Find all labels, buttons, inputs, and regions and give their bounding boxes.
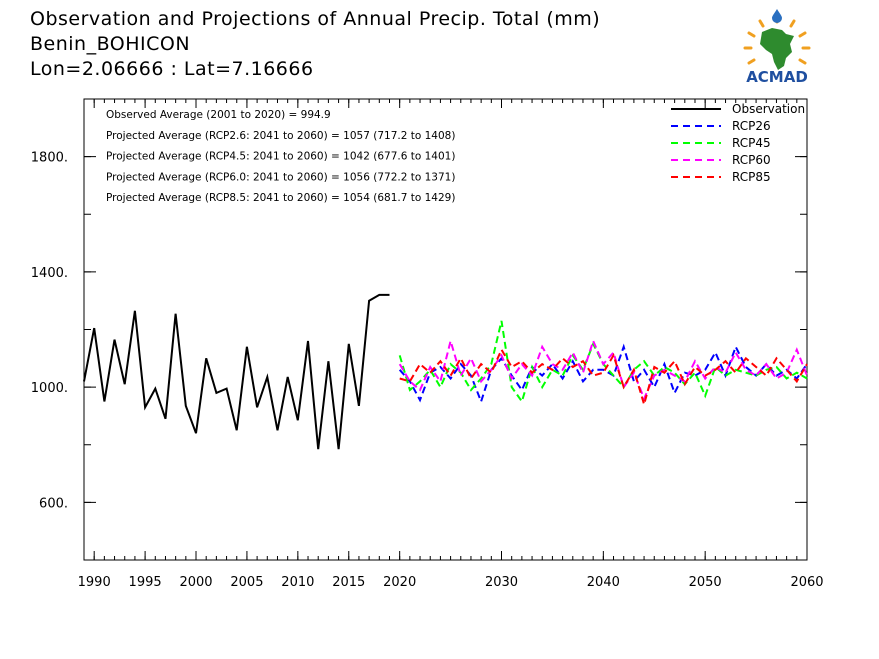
x-tick-label: 2000 [179,575,212,590]
x-tick-label: 1995 [129,575,162,590]
x-tick-label: 1990 [78,575,111,590]
series-line-rcp60 [398,337,808,402]
africa-sun-logo-icon: ACMAD [743,9,811,86]
legend-label: RCP26 [732,119,771,133]
series-layer [83,293,808,450]
y-tick-label: 600. [39,496,68,511]
legend: Observation RCP26 RCP45 RCP60 RCP85 [671,102,805,184]
series-line-rcp85 [399,347,808,409]
y-tick-label: 1000. [31,381,68,396]
africa-shape-icon [760,28,794,70]
y-tick-label: 1400. [31,266,68,281]
annotation-line: Projected Average (RCP6.0: 2041 to 2060)… [106,171,455,183]
station-name: Benin_BOHICON [30,33,191,55]
chart-title: Observation and Projections of Annual Pr… [30,8,601,30]
x-tick-label: 2015 [332,575,365,590]
water-drop-icon [772,9,782,23]
legend-label: RCP45 [732,136,771,150]
x-tick-label: 2010 [281,575,314,590]
x-tick-label: 2005 [230,575,263,590]
series-line-rcp45 [398,320,808,404]
series-line-rcp26 [398,343,808,405]
axis-ticks: 1990 1995 2000 2005 2010 2015 2020 2030 2040 2050… [31,98,824,590]
plot-border [83,98,808,561]
x-tick-label: 2060 [790,575,823,590]
legend-label: RCP60 [732,153,771,167]
legend-label: RCP85 [732,170,771,184]
legend-label: Observation [732,102,805,116]
x-tick-label: 2030 [485,575,518,590]
annotation-block: Observed Average (2001 to 2020) = 994.9 P… [106,109,455,204]
y-tick-label: 1800. [31,151,68,166]
annotation-line: Projected Average (RCP8.5: 2041 to 2060)… [106,192,455,204]
plot-frame [83,98,808,561]
annotation-line: Projected Average (RCP4.5: 2041 to 2060)… [106,151,455,163]
x-tick-label: 2040 [587,575,620,590]
station-coordinates: Lon=2.06666 : Lat=7.16666 [30,58,314,80]
annotation-line: Projected Average (RCP2.6: 2041 to 2060)… [106,130,455,142]
x-tick-label: 2020 [383,575,416,590]
series-line-observation [83,293,390,450]
annotation-line: Observed Average (2001 to 2020) = 994.9 [106,109,331,121]
logo-text: ACMAD [746,68,808,86]
x-tick-label: 2050 [689,575,722,590]
